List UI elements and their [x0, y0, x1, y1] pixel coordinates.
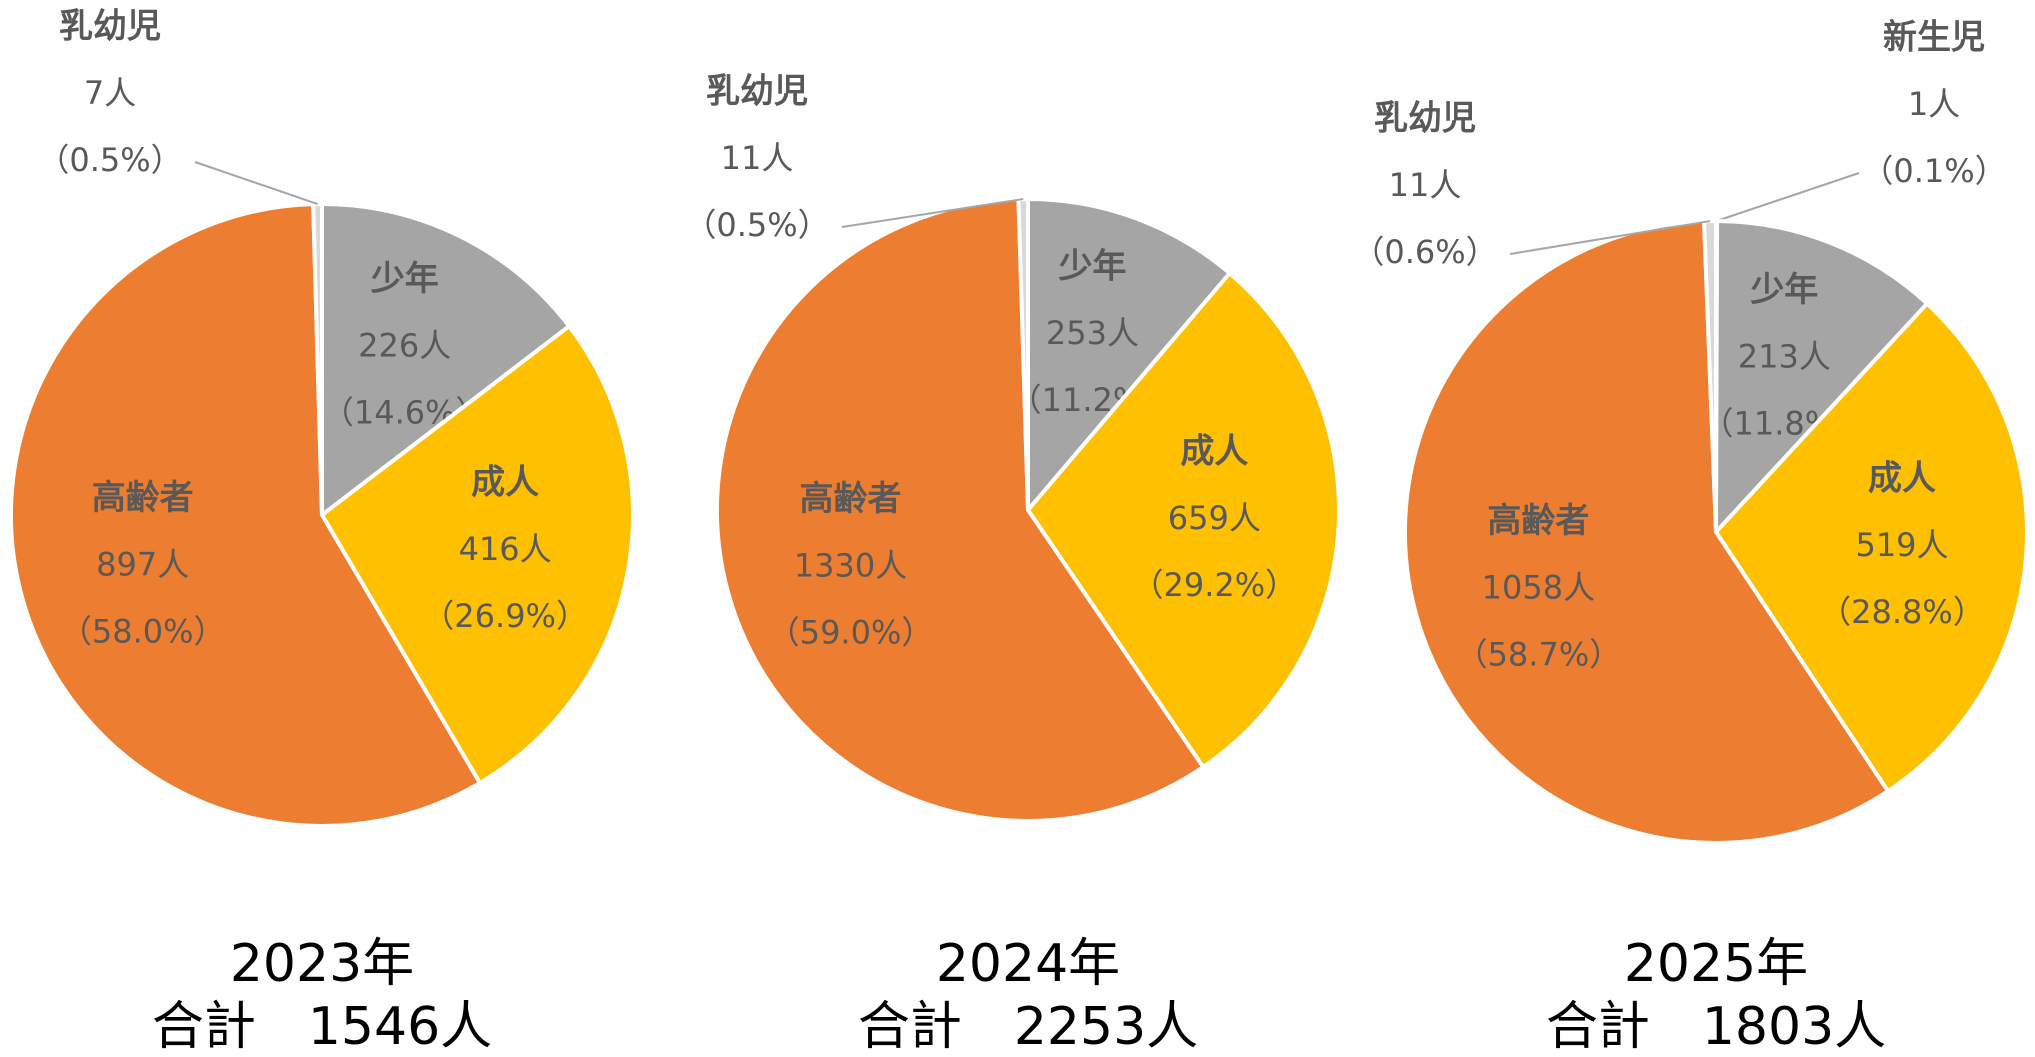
percent-label: （0.1%）	[1861, 152, 2006, 190]
slice-name: 乳幼児	[1374, 99, 1476, 139]
value-label: 226人	[358, 327, 451, 365]
value-label: 1058人	[1482, 568, 1595, 606]
value-label: 897人	[96, 546, 189, 584]
percent-label: （58.0%）	[60, 613, 226, 651]
chart-title: 2025年	[1624, 934, 1808, 994]
value-label: 1330人	[794, 547, 907, 585]
percent-label: （0.6%）	[1352, 233, 1497, 271]
percent-label: （59.0%）	[768, 614, 934, 652]
chart-title: 2024年	[936, 934, 1120, 994]
percent-label: （58.7%）	[1456, 635, 1622, 673]
percent-label: （28.8%）	[1819, 593, 1985, 631]
leader-line	[841, 198, 1024, 228]
value-label: 519人	[1855, 526, 1948, 564]
percent-label: （26.9%）	[422, 597, 588, 635]
pie-slice	[320, 201, 572, 520]
value-label: 11人	[1389, 166, 1462, 204]
value-label: 213人	[1738, 337, 1831, 375]
slice-name: 少年	[1750, 270, 1818, 310]
slice-name: 高齢者	[1487, 501, 1589, 541]
slice-name: 成人	[471, 462, 539, 502]
slice-name: 高齢者	[92, 478, 194, 518]
leader-line	[1509, 220, 1711, 255]
value-label: 659人	[1168, 499, 1261, 537]
percent-label: （29.2%）	[1131, 566, 1297, 604]
slice-name: 成人	[1180, 432, 1248, 472]
pie-slice	[311, 201, 324, 516]
slice-name: 成人	[1868, 458, 1936, 498]
pie-slice	[1403, 219, 1891, 845]
chart-subtitle: 合計 2253人	[858, 997, 1198, 1057]
percent-label: （0.5%）	[684, 206, 829, 244]
pie-slice	[1713, 218, 1930, 538]
pie-slice	[715, 197, 1206, 823]
leader-line	[1716, 172, 1860, 222]
value-label: 11人	[721, 139, 794, 177]
leader-line	[194, 161, 318, 205]
chart-subtitle: 合計 1546人	[152, 997, 492, 1057]
slice-name: 高齢者	[800, 479, 902, 519]
pie-slice	[319, 323, 635, 786]
pie-slice	[9, 202, 483, 828]
value-label: 416人	[459, 530, 552, 568]
pie-slice	[1026, 196, 1233, 516]
slice-name: 乳幼児	[59, 7, 161, 47]
value-label: 1人	[1908, 85, 1960, 123]
pie-slice	[1713, 300, 2029, 794]
chart-subtitle: 合計 1803人	[1546, 997, 1886, 1057]
pie-slice	[1025, 270, 1341, 770]
slice-name: 新生児	[1883, 18, 1985, 58]
chart-title: 2023年	[230, 934, 414, 994]
slice-name: 少年	[371, 259, 439, 299]
slice-name: 少年	[1058, 246, 1126, 286]
slice-name: 乳幼児	[706, 72, 808, 112]
value-label: 7人	[84, 74, 136, 112]
value-label: 253人	[1046, 314, 1139, 352]
percent-label: （0.5%）	[37, 141, 182, 179]
